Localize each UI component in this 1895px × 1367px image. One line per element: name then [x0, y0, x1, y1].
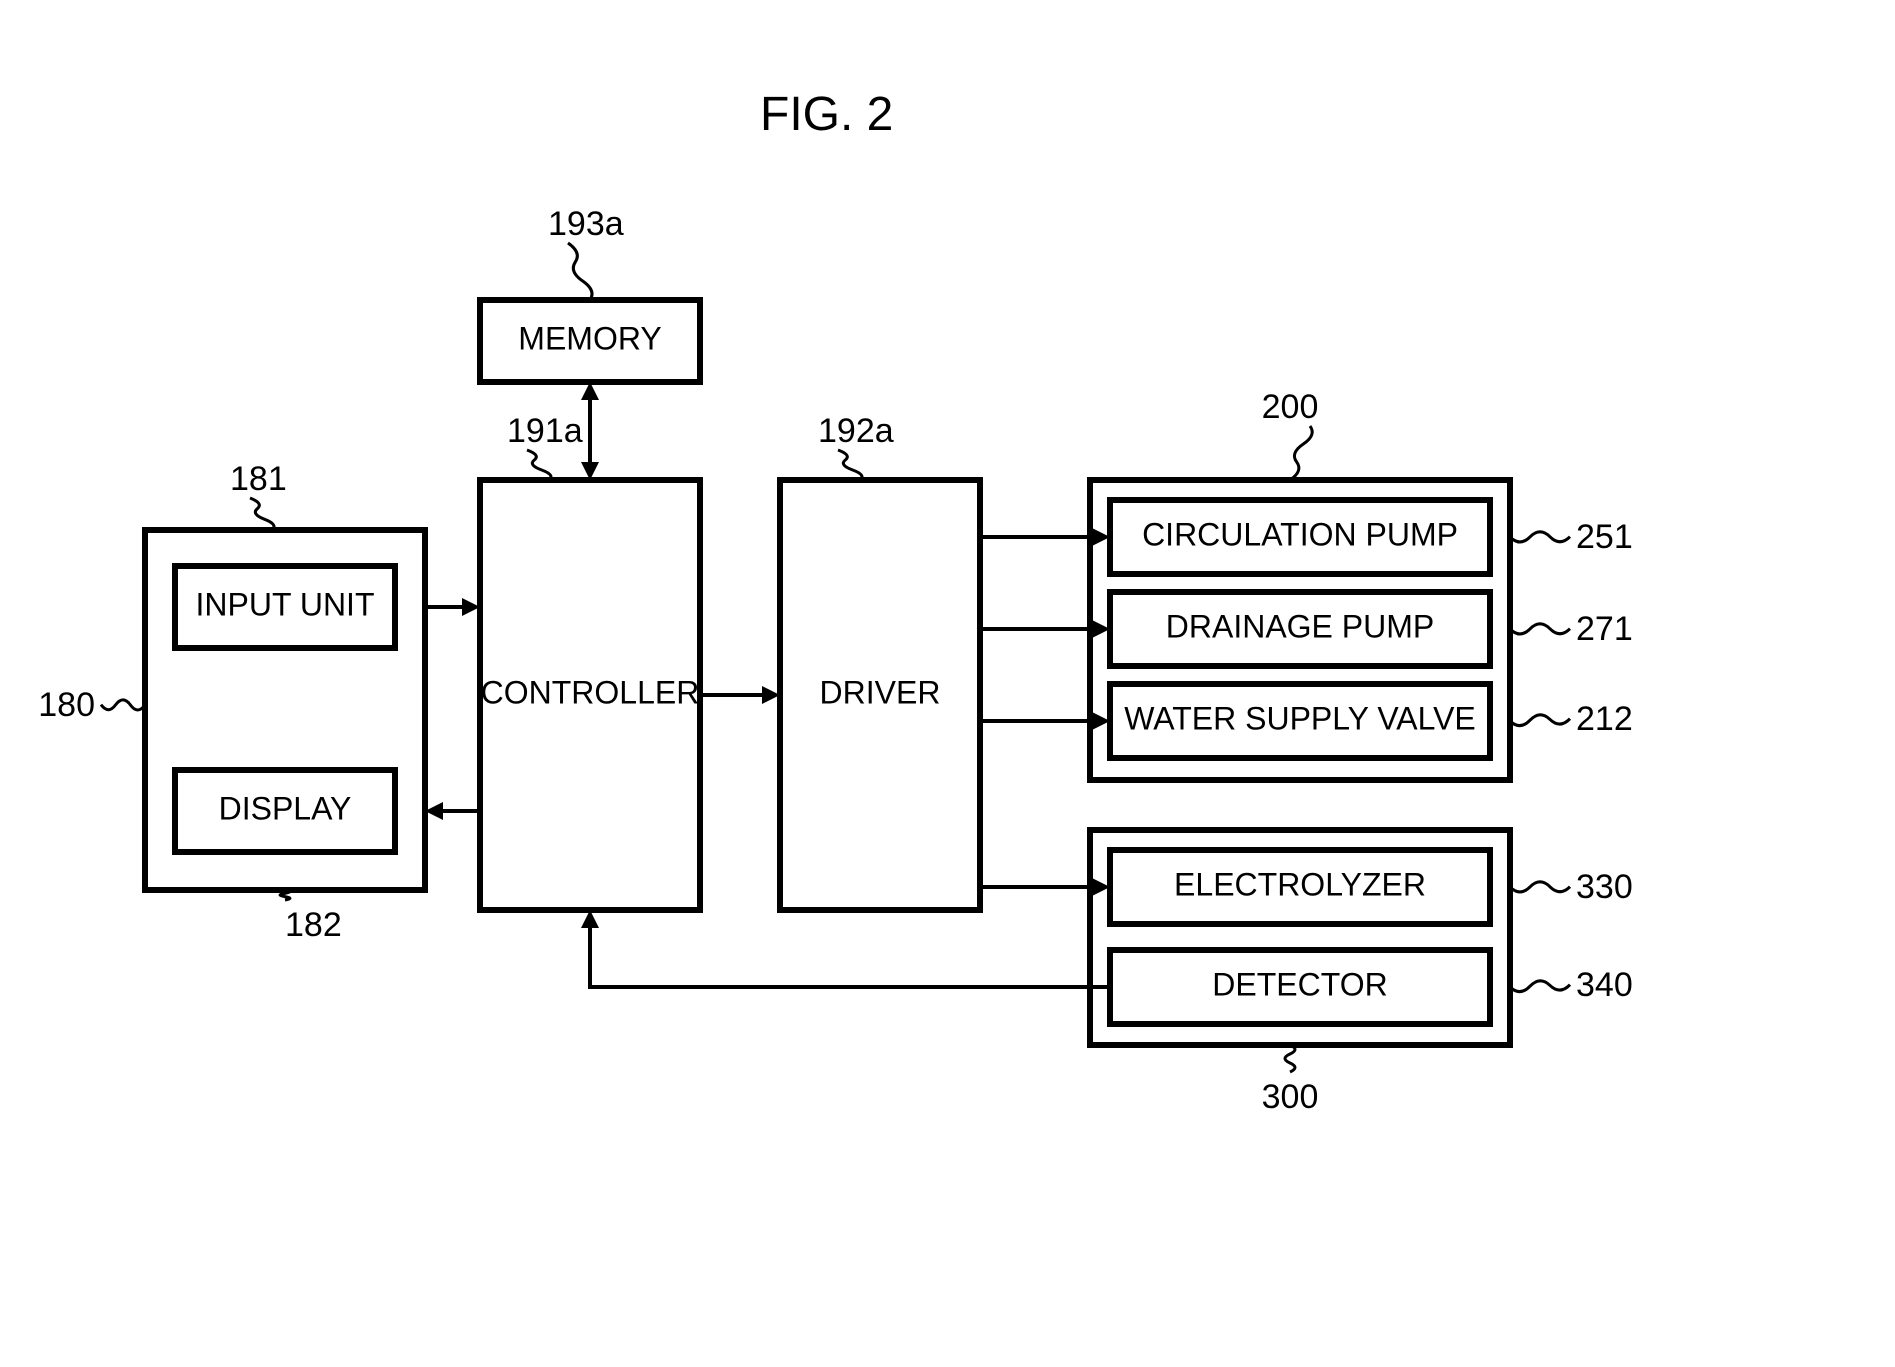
ref-leader: [1510, 981, 1570, 992]
ref-leader: [838, 450, 862, 480]
ref-leader: [1510, 532, 1570, 542]
ref-leader: [1285, 1045, 1295, 1072]
r330: 330: [1576, 868, 1633, 906]
r212: 212: [1576, 700, 1633, 738]
r193a: 193a: [548, 205, 624, 243]
connector: [590, 928, 1110, 987]
r300: 300: [1262, 1078, 1319, 1116]
input_unit-label: INPUT UNIT: [196, 586, 375, 622]
ref-leader: [101, 700, 145, 710]
r182: 182: [285, 906, 342, 944]
r191a: 191a: [507, 412, 583, 450]
r200: 200: [1262, 388, 1319, 426]
ref-leader: [527, 450, 551, 480]
ref-leader: [1510, 882, 1570, 892]
ref-leader: [1510, 624, 1570, 634]
r180: 180: [38, 686, 95, 724]
r192a: 192a: [818, 412, 894, 450]
electrolyzer-label: ELECTROLYZER: [1174, 866, 1426, 902]
ref-leader: [1510, 715, 1570, 726]
ref-leader: [568, 243, 592, 300]
r181: 181: [230, 460, 287, 498]
r271: 271: [1576, 610, 1633, 648]
r251: 251: [1576, 518, 1633, 556]
r340: 340: [1576, 966, 1633, 1004]
detector-label: DETECTOR: [1212, 966, 1387, 1002]
ref-leader: [250, 498, 274, 530]
figure-title: FIG. 2: [760, 88, 893, 141]
controller-label: CONTROLLER: [481, 674, 700, 710]
memory-label: MEMORY: [518, 320, 661, 356]
circ_pump-label: CIRCULATION PUMP: [1142, 516, 1458, 552]
ref-leader: [1290, 426, 1312, 480]
supply_valve-label: WATER SUPPLY VALVE: [1124, 700, 1476, 736]
driver-label: DRIVER: [820, 674, 941, 710]
display-label: DISPLAY: [219, 790, 352, 826]
drain_pump-label: DRAINAGE PUMP: [1166, 608, 1434, 644]
